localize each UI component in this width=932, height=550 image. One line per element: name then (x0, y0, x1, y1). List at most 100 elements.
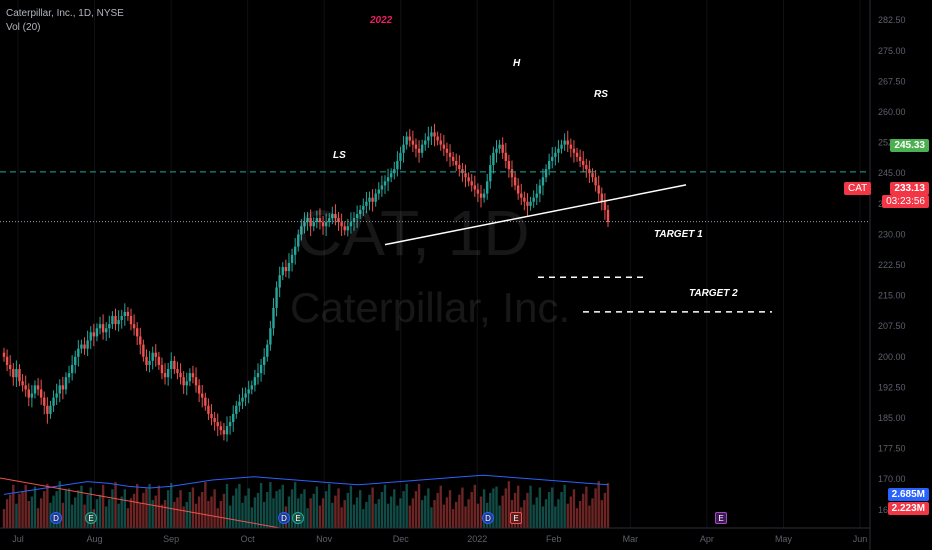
volume-header[interactable]: Vol (20) (6, 22, 41, 33)
volume-bar (70, 504, 74, 528)
volume-bar (312, 493, 315, 528)
earnings-marker[interactable]: E (510, 512, 522, 524)
volume-bar (544, 499, 548, 528)
y-tick-label: 170.00 (878, 474, 906, 484)
candle-body (547, 160, 551, 170)
y-tick-label: 275.00 (878, 46, 906, 56)
y-tick-label: 245.00 (878, 168, 906, 178)
candle-body (173, 360, 176, 370)
volume-bar (306, 508, 309, 528)
price-axis: 162.50170.00177.50185.00192.50200.00207.… (0, 0, 906, 550)
volume-bar (30, 496, 34, 528)
candle-body (281, 267, 284, 276)
candle-body (235, 405, 238, 414)
volume-bar (244, 495, 247, 528)
candle-body (588, 169, 591, 174)
candle-body (142, 344, 145, 357)
candle-body (414, 144, 418, 149)
candle-body (98, 324, 102, 329)
candle-body (287, 262, 291, 272)
volume-bar (365, 501, 368, 528)
volume-bar (145, 488, 148, 528)
volume-bar (315, 486, 319, 528)
volume-bar (458, 494, 461, 528)
candle-body (594, 177, 597, 186)
volume-bar (95, 499, 99, 528)
candle-body (132, 324, 136, 329)
volume-bar (15, 503, 18, 528)
target-2-label: TARGET 2 (689, 288, 738, 299)
dividend-marker[interactable]: D (278, 512, 290, 524)
candle-body (563, 140, 566, 145)
volume-bar (250, 507, 253, 528)
volume-bar (473, 484, 477, 528)
volume-bar (563, 484, 566, 528)
candle-body (148, 360, 151, 365)
candle-body (269, 328, 272, 345)
volume-bar (83, 504, 86, 528)
candle-body (535, 193, 538, 198)
candle-body (346, 226, 350, 231)
volume-bar (210, 496, 213, 528)
volume-bar (281, 484, 284, 528)
candle-body (554, 152, 557, 157)
volume-bar (303, 489, 306, 528)
candle-body (445, 148, 449, 153)
candle-body (343, 226, 346, 231)
volume-bar (371, 487, 374, 528)
earnings-upcoming-marker[interactable]: E (715, 512, 727, 524)
y-tick-label: 267.50 (878, 76, 906, 86)
volume-bar (39, 498, 43, 528)
volume-bar (293, 482, 297, 528)
candle-body (566, 140, 569, 145)
candle-body (389, 173, 393, 178)
volume-bar (300, 493, 303, 528)
volume-bar (526, 492, 529, 528)
candle-body (95, 328, 99, 337)
candle-body (27, 389, 30, 398)
volume-bar (402, 491, 405, 528)
earnings-marker[interactable]: E (292, 512, 304, 524)
volume-bar (498, 505, 501, 528)
candle-body (108, 324, 111, 329)
symbol-header[interactable]: Caterpillar, Inc., 1D, NYSE (6, 8, 124, 19)
volume-bar (151, 500, 154, 528)
x-tick-label: Apr (700, 534, 714, 544)
candle-body (585, 165, 588, 170)
candle-body (476, 189, 480, 194)
candle-body (526, 201, 529, 206)
candle-body (393, 169, 396, 174)
candle-body (312, 222, 315, 227)
candle-body (371, 197, 374, 202)
candle-body (21, 381, 24, 386)
volume-bar (33, 486, 37, 528)
volume-bar (114, 482, 117, 528)
candle-body (46, 405, 49, 414)
candle-body (489, 165, 492, 182)
candle-body (176, 369, 179, 374)
candle-body (309, 218, 312, 227)
x-tick-label: Sep (163, 534, 179, 544)
candle-body (492, 152, 495, 166)
candle-body (64, 377, 68, 390)
candle-body (383, 181, 387, 186)
x-tick-label: May (775, 534, 793, 544)
volume-bar (204, 482, 207, 528)
dividend-marker[interactable]: D (482, 512, 494, 524)
volume-bar (495, 486, 498, 528)
candle-body (123, 311, 126, 316)
earnings-marker[interactable]: E (85, 512, 97, 524)
volume-bar (343, 500, 346, 528)
candle-body (300, 226, 303, 235)
candle-body (529, 201, 532, 206)
dividend-marker[interactable]: D (50, 512, 62, 524)
candle-body (501, 144, 504, 153)
volume-bar (247, 488, 250, 528)
candle-body (77, 348, 80, 357)
candle-body (74, 356, 77, 365)
volume-bar (58, 481, 61, 528)
candle-body (126, 311, 130, 316)
volume-bar (262, 501, 266, 528)
candle-body (139, 336, 142, 345)
